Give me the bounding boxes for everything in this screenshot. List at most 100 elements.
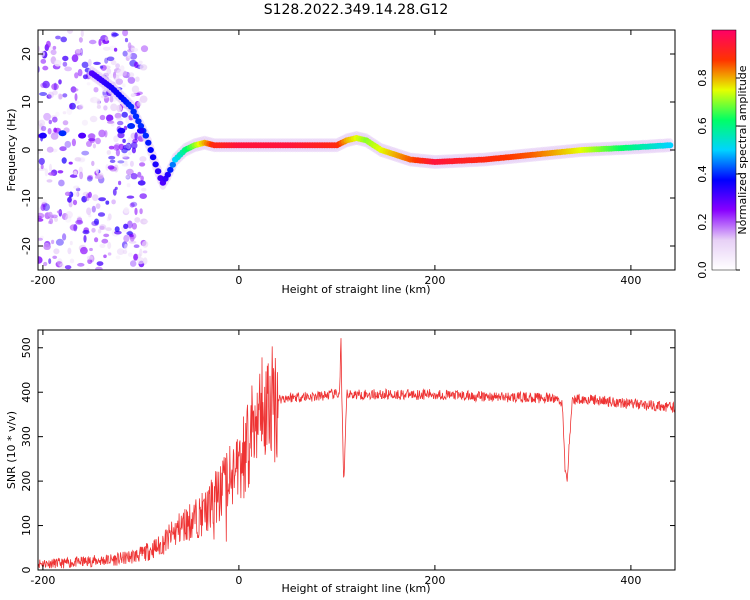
spectrogram-noise	[101, 94, 109, 99]
spectrogram-noise	[115, 255, 121, 260]
colorbar-tick-label: 0.0	[696, 261, 709, 279]
spectrogram-noise	[62, 111, 67, 115]
spectrogram-noise	[111, 32, 119, 37]
spectrogram-noise	[67, 30, 73, 34]
spectrogram-noise	[137, 180, 146, 186]
spectrogram-noise	[122, 70, 128, 79]
spectrogram-noise	[86, 176, 93, 182]
spectrogram-noise	[49, 163, 52, 172]
spectrogram-noise	[38, 218, 44, 222]
spectrogram-noise	[66, 107, 73, 115]
spectrogram-noise	[129, 234, 134, 238]
spectrogram-noise	[124, 243, 128, 251]
spectrogram-noise	[71, 138, 76, 147]
spectrogram-noise	[95, 266, 103, 270]
spectrogram-noise	[89, 247, 93, 252]
y-tick-label: 10	[20, 95, 33, 109]
spectrogram-noise	[80, 246, 88, 255]
spectrogram-noise	[125, 116, 130, 124]
spectrogram-noise	[82, 74, 88, 80]
spectrogram-noise	[89, 115, 98, 123]
figure-title: S128.2022.349.14.28.G12	[264, 2, 449, 18]
spectrogram-noise	[107, 120, 115, 124]
spectrogram-noise	[114, 186, 118, 190]
spectrogram-noise	[39, 123, 44, 131]
colorbar-tick-label: 0.2	[696, 213, 709, 231]
spectrogram-noise	[56, 210, 63, 214]
spectrogram-noise	[81, 150, 90, 156]
spectrogram-noise	[131, 85, 140, 94]
spectrogram-noise	[139, 156, 147, 162]
spectrogram-noise	[126, 183, 131, 188]
spectrogram-noise	[79, 171, 84, 180]
spectrogram-noise	[142, 257, 148, 265]
spectrogram-noise	[122, 249, 128, 255]
spectrogram-noise	[74, 72, 79, 79]
spectrogram-ridge-cell	[130, 108, 137, 115]
x-tick-label: 400	[620, 574, 641, 587]
spectrogram-noise	[69, 102, 76, 110]
spectrogram-noise	[74, 157, 82, 162]
spectrogram-noise	[73, 170, 78, 176]
spectrogram-noise	[88, 191, 92, 198]
snr-ylabel: SNR (10 * v/v)	[5, 411, 18, 489]
y-tick-label: 0	[20, 147, 33, 154]
spectrogram-noise	[135, 76, 140, 82]
spectrogram-noise	[75, 219, 84, 225]
spectrogram-noise	[113, 135, 119, 143]
spectrogram-noise	[44, 168, 49, 177]
spectrogram-noise	[53, 127, 58, 133]
spectrogram-noise	[113, 144, 120, 151]
spectrogram-noise	[130, 260, 137, 267]
spectrogram-noise	[72, 199, 78, 206]
x-tick-label: 0	[235, 274, 242, 287]
spectrogram-noise	[71, 54, 79, 63]
spectrogram-noise	[46, 94, 52, 99]
spectrogram-noise	[75, 49, 83, 54]
spectrogram-noise	[131, 93, 137, 97]
spectrogram-noise	[106, 216, 111, 222]
spectrogram-noise	[142, 220, 149, 224]
spectrogram-noise	[53, 248, 60, 255]
spectrogram-noise	[77, 68, 83, 77]
x-tick-label: -200	[30, 574, 55, 587]
spectrogram-noise	[43, 261, 48, 267]
spectrogram-noise	[38, 207, 41, 214]
spectrogram-noise	[106, 68, 112, 75]
x-tick-label: 200	[424, 274, 445, 287]
spectrogram-noise	[46, 179, 53, 183]
spectrogram-ridge-cell	[145, 139, 152, 146]
spectrogram-noise	[96, 174, 104, 180]
spectrogram-noise	[87, 174, 94, 180]
x-tick-label: 0	[235, 574, 242, 587]
spectrogram-noise	[109, 95, 114, 103]
spectrogram-noise	[95, 137, 101, 145]
spectrogram-noise	[88, 133, 95, 139]
spectrogram-noise	[86, 255, 94, 261]
spectrogram-noise	[108, 145, 115, 150]
spectrogram-ridge-cell	[142, 132, 149, 139]
spectrogram-noise	[118, 180, 122, 186]
spectrogram-noise	[64, 191, 71, 196]
spectrogram-noise	[65, 211, 73, 219]
spectrogram-ridge-cell	[154, 168, 162, 175]
spectrogram-noise	[105, 164, 110, 171]
spectrogram-noise	[140, 175, 144, 182]
y-tick-label: 100	[20, 515, 33, 536]
spectrogram-noise	[40, 203, 46, 212]
spectrogram-noise	[92, 194, 99, 202]
spectrogram-noise	[42, 65, 49, 71]
spectrogram-noise	[106, 114, 114, 122]
spectrogram-noise	[99, 114, 106, 121]
spectrogram-noise	[97, 212, 106, 217]
spectrogram-noise	[69, 258, 75, 264]
spectrogram-noise	[127, 220, 133, 229]
spectrogram-noise	[59, 263, 65, 270]
spectrogram-ridge-cell	[117, 127, 126, 134]
snr-xlabel: Height of straight line (km)	[281, 582, 430, 595]
spectrogram-noise	[98, 129, 106, 138]
spectrogram-noise	[52, 255, 58, 259]
y-tick-label: 20	[20, 47, 33, 61]
